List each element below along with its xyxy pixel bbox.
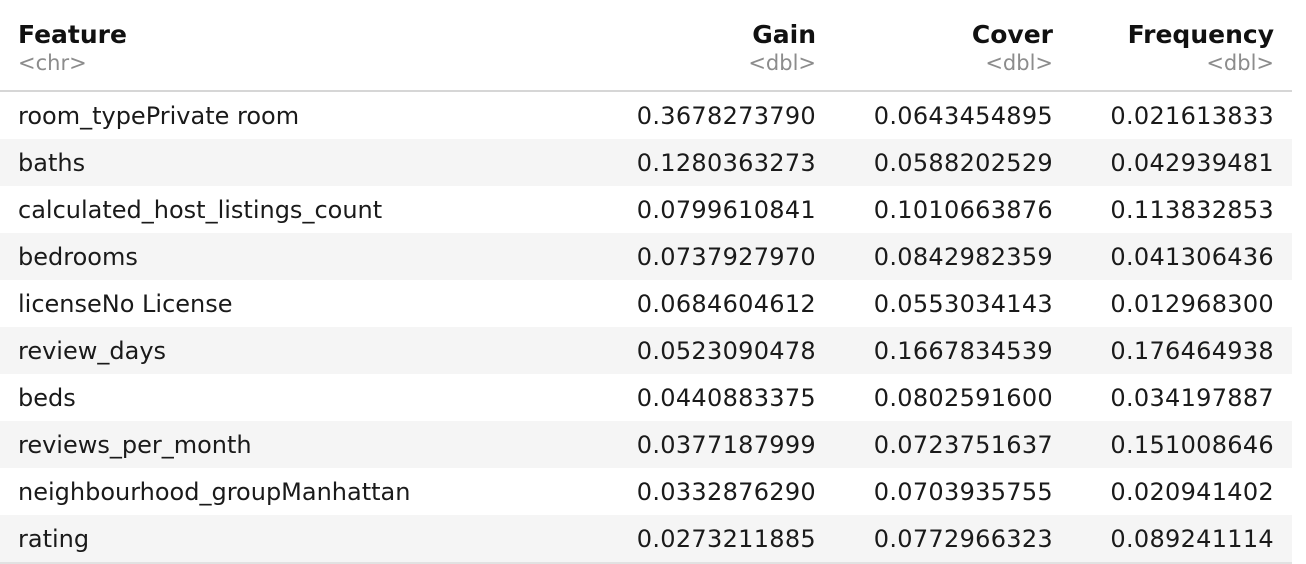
cell-frequency: 0.021613833 — [1110, 101, 1274, 130]
column-name: Cover — [971, 20, 1053, 49]
cell-cover: 0.0643454895 — [873, 101, 1053, 130]
cell-frequency: 0.020941402 — [1110, 477, 1274, 506]
column-type: <chr> — [18, 51, 87, 75]
cell-gain: 0.0273211885 — [580, 515, 834, 564]
table-row: neighbourhood_groupManhattan 0.033287629… — [0, 468, 1292, 515]
cell-feature: beds — [18, 383, 76, 412]
cell-cover: 0.0723751637 — [834, 421, 1071, 468]
table-row: licenseNo License 0.0684604612 0.0553034… — [0, 280, 1292, 327]
cell-feature: room_typePrivate room — [18, 101, 300, 130]
cell-frequency: 0.113832853 — [1110, 195, 1274, 224]
cell-cover: 0.1667834539 — [834, 327, 1071, 374]
column-header-frequency[interactable]: Frequency <dbl> — [1071, 0, 1292, 92]
cell-feature: baths — [0, 139, 580, 186]
cell-cover: 0.0842982359 — [834, 233, 1071, 280]
table-row: baths 0.1280363273 0.0588202529 0.042939… — [0, 139, 1292, 186]
cell-cover: 0.1010663876 — [873, 195, 1053, 224]
header-row: Feature <chr> Gain <dbl> Cover <dbl> Fre… — [0, 0, 1292, 92]
cell-frequency: 0.012968300 — [1110, 289, 1274, 318]
cell-cover: 0.0802591600 — [873, 383, 1053, 412]
table-row: review_days 0.0523090478 0.1667834539 0.… — [0, 327, 1292, 374]
cell-feature: reviews_per_month — [0, 421, 580, 468]
table-row: bedrooms 0.0737927970 0.0842982359 0.041… — [0, 233, 1292, 280]
cell-feature: rating — [0, 515, 580, 564]
cell-cover: 0.0703935755 — [873, 477, 1053, 506]
cell-gain: 0.0737927970 — [580, 233, 834, 280]
cell-feature: licenseNo License — [18, 289, 233, 318]
cell-cover: 0.0772966323 — [834, 515, 1071, 564]
cell-cover: 0.0588202529 — [834, 139, 1071, 186]
cell-frequency: 0.034197887 — [1110, 383, 1274, 412]
cell-gain: 0.0799610841 — [636, 195, 816, 224]
cell-gain: 0.0440883375 — [636, 383, 816, 412]
cell-cover: 0.0553034143 — [873, 289, 1053, 318]
cell-gain: 0.0523090478 — [580, 327, 834, 374]
table-row: reviews_per_month 0.0377187999 0.0723751… — [0, 421, 1292, 468]
table-header: Feature <chr> Gain <dbl> Cover <dbl> Fre… — [0, 0, 1292, 92]
cell-frequency: 0.089241114 — [1071, 515, 1292, 564]
cell-feature: bedrooms — [0, 233, 580, 280]
cell-frequency: 0.041306436 — [1071, 233, 1292, 280]
cell-feature: calculated_host_listings_count — [18, 195, 383, 224]
cell-frequency: 0.176464938 — [1071, 327, 1292, 374]
table-row: room_typePrivate room 0.3678273790 0.064… — [0, 91, 1292, 139]
cell-frequency: 0.042939481 — [1071, 139, 1292, 186]
column-name: Frequency — [1127, 20, 1274, 49]
column-type: <dbl> — [1206, 51, 1274, 75]
cell-gain: 0.1280363273 — [580, 139, 834, 186]
cell-gain: 0.0332876290 — [636, 477, 816, 506]
cell-feature: review_days — [0, 327, 580, 374]
cell-gain: 0.3678273790 — [636, 101, 816, 130]
table-row: calculated_host_listings_count 0.0799610… — [0, 186, 1292, 233]
column-name: Gain — [752, 20, 816, 49]
cell-frequency: 0.151008646 — [1071, 421, 1292, 468]
column-header-feature[interactable]: Feature <chr> — [0, 0, 580, 92]
column-name: Feature — [18, 20, 127, 49]
cell-gain: 0.0684604612 — [636, 289, 816, 318]
column-type: <dbl> — [748, 51, 816, 75]
column-header-gain[interactable]: Gain <dbl> — [580, 0, 834, 92]
table-row: rating 0.0273211885 0.0772966323 0.08924… — [0, 515, 1292, 564]
table-row: beds 0.0440883375 0.0802591600 0.0341978… — [0, 374, 1292, 421]
cell-feature: neighbourhood_groupManhattan — [18, 477, 411, 506]
table-body: room_typePrivate room 0.3678273790 0.064… — [0, 91, 1292, 564]
column-type: <dbl> — [985, 51, 1053, 75]
column-header-cover[interactable]: Cover <dbl> — [834, 0, 1071, 92]
cell-gain: 0.0377187999 — [580, 421, 834, 468]
